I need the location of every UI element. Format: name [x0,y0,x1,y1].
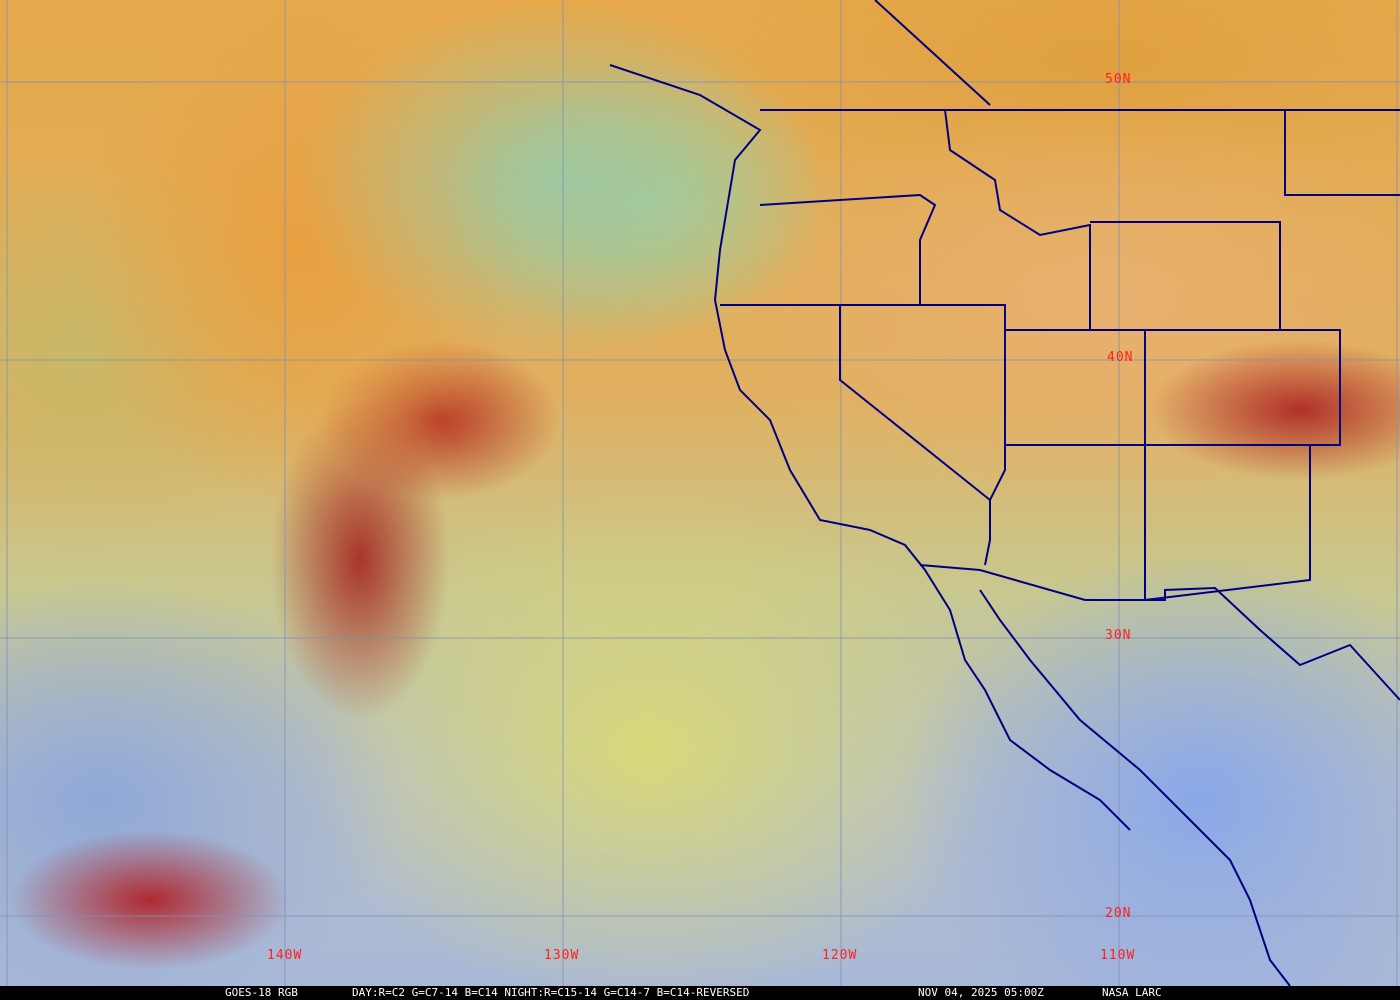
california-az [984,500,991,566]
canada-provinces [874,0,991,106]
lat-label-20n: 20N [1105,906,1132,921]
caption-bar: GOES-18 RGB DAY:R=C2 G=C7-14 B=C14 NIGHT… [0,986,1400,1000]
nevada-border [839,304,1006,502]
lon-label-120w: 120W [822,948,858,963]
lon-label-140w: 140W [267,948,303,963]
mainland-mexico-coast [979,589,1291,986]
montana-east [1284,110,1400,196]
product-name: GOES-18 RGB [225,986,298,999]
lat-label-30n: 30N [1105,628,1132,643]
idaho-border [920,109,1091,331]
political-borders [609,0,1400,986]
state-borders-west [720,193,937,306]
rgb-recipe: DAY:R=C2 G=C7-14 B=C14 NIGHT:R=C15-14 G=… [352,986,750,999]
coastline [609,64,1131,831]
arizona-nm [1144,330,1311,602]
lat-label-40n: 40N [1107,350,1134,365]
timestamp: NOV 04, 2025 05:00Z [918,986,1044,999]
us-mexico-border [919,564,1400,701]
wyoming-border [1090,221,1281,330]
lon-label-130w: 130W [544,948,580,963]
utah-colorado-border [1005,329,1341,446]
lat-label-50n: 50N [1105,72,1132,87]
lon-label-110w: 110W [1100,948,1136,963]
credit: NASA LARC [1102,986,1162,999]
